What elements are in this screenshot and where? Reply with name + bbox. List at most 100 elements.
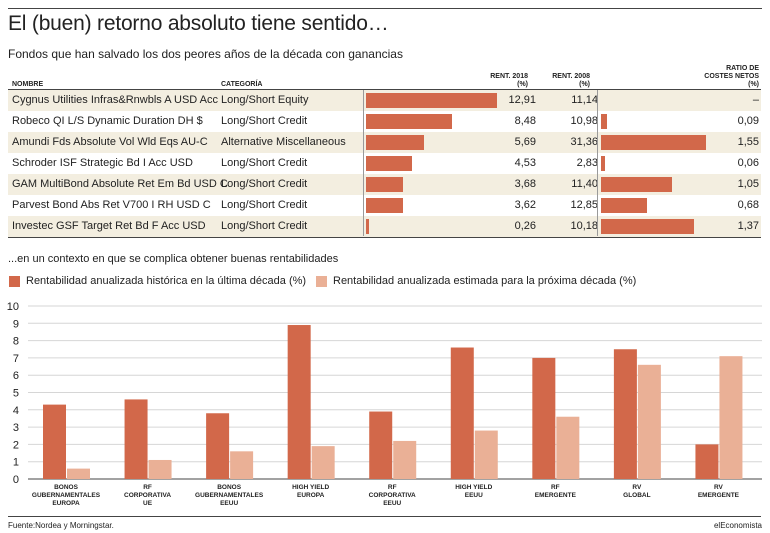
- brand-logo: elEconomista: [713, 521, 762, 530]
- y-tick-label: 3: [13, 422, 19, 434]
- header-rent2008-line1: RENT. 2008: [552, 73, 590, 80]
- ratio-bar: [601, 156, 606, 171]
- bar-estimada: [556, 416, 580, 479]
- ratio-bar: [601, 219, 694, 234]
- y-tick-label: 9: [13, 318, 19, 330]
- rent2018-bar: [366, 177, 404, 192]
- rent2008-value: 11,14: [571, 94, 598, 106]
- header-rent2008: RENT. 2008 (%): [530, 73, 590, 89]
- fund-name: Parvest Bond Abs Ret V700 I RH USD C: [12, 199, 211, 211]
- page-title: El (buen) retorno absoluto tiene sentido…: [8, 12, 389, 35]
- fund-name: Amundi Fds Absolute Vol Wld Eqs AU-C: [12, 136, 208, 148]
- fund-category: Long/Short Credit: [221, 199, 308, 211]
- fund-category: Long/Short Equity: [221, 94, 309, 106]
- ratio-value: 1,55: [737, 136, 759, 148]
- column-divider: [597, 90, 598, 236]
- top-rule: [8, 8, 762, 9]
- rent2008-value: 11,40: [571, 178, 598, 190]
- header-ratio: RATIO DE COSTES NETOS (%): [680, 65, 759, 89]
- ratio-bar: [601, 135, 706, 150]
- x-tick-label: EEUU: [220, 500, 238, 507]
- header-rent2018-line1: RENT. 2018: [490, 73, 528, 80]
- x-tick-label: CORPORATIVA: [124, 492, 171, 499]
- bar-historica: [613, 349, 637, 479]
- x-tick-label: RF: [551, 484, 560, 491]
- header-rent2008-line2: (%): [579, 81, 590, 88]
- y-tick-label: 6: [13, 370, 19, 382]
- bar-historica: [695, 444, 719, 479]
- ratio-value: 1,37: [737, 220, 759, 232]
- x-tick-label: EMERGENTE: [698, 492, 740, 499]
- bar-historica: [450, 347, 474, 479]
- rent2018-value: 5,69: [514, 136, 536, 148]
- y-tick-label: 1: [13, 457, 19, 469]
- x-tick-label: BONOS: [54, 484, 79, 491]
- x-tick-label: EEUU: [383, 500, 401, 507]
- rent2018-value: 8,48: [514, 115, 536, 127]
- rent2018-bar: [366, 93, 497, 108]
- table-row: Schroder ISF Strategic Bd I Acc USD Long/…: [8, 153, 761, 174]
- bar-historica: [206, 413, 230, 479]
- bar-estimada: [311, 446, 335, 479]
- rent2018-value: 4,53: [514, 157, 536, 169]
- y-tick-label: 5: [13, 388, 19, 400]
- rent2018-bar: [366, 219, 369, 234]
- x-tick-label: EMERGENTE: [535, 492, 577, 499]
- column-divider: [363, 90, 364, 236]
- bar-historica: [43, 404, 66, 479]
- y-tick-label: 10: [7, 301, 19, 313]
- x-tick-label: EUROPA: [52, 500, 80, 507]
- rent2018-bar: [366, 156, 412, 171]
- y-tick-label: 2: [13, 439, 19, 451]
- x-tick-label: GUBERNAMENTALES: [195, 492, 264, 499]
- x-tick-label: BONOS: [217, 484, 242, 491]
- fund-name: Robeco QI L/S Dynamic Duration DH $: [12, 115, 203, 127]
- fund-name: Investec GSF Target Ret Bd F Acc USD: [12, 220, 206, 232]
- y-tick-label: 4: [13, 405, 19, 417]
- x-tick-label: UE: [143, 500, 153, 507]
- fund-category: Alternative Miscellaneous: [221, 136, 346, 148]
- fund-name: GAM MultiBond Absolute Ret Em Bd USD C: [12, 178, 228, 190]
- bar-estimada: [474, 430, 498, 479]
- bar-historica: [124, 399, 148, 479]
- fund-category: Long/Short Credit: [221, 178, 308, 190]
- table-row: GAM MultiBond Absolute Ret Em Bd USD C Lo…: [8, 174, 761, 195]
- table-bottom-rule: [8, 237, 761, 238]
- ratio-value: 1,05: [737, 178, 759, 190]
- footer-rule: [8, 516, 761, 517]
- ratio-value: 0,68: [737, 199, 759, 211]
- table-row: Cygnus Utilities Infras&Rnwbls A USD Acc…: [8, 90, 761, 111]
- rent2008-value: 12,85: [570, 199, 598, 211]
- table-row: Investec GSF Target Ret Bd F Acc USD Long…: [8, 216, 761, 237]
- bar-estimada: [637, 364, 661, 479]
- ratio-value: 0,06: [737, 157, 759, 169]
- rent2018-bar: [366, 114, 453, 129]
- header-categoria: CATEGORÍA: [221, 81, 263, 88]
- x-tick-label: EEUU: [465, 492, 483, 499]
- y-tick-label: 7: [13, 353, 19, 365]
- rent2018-value: 3,68: [514, 178, 536, 190]
- table-row: Robeco QI L/S Dynamic Duration DH $ Long/…: [8, 111, 761, 132]
- bar-estimada: [148, 459, 172, 479]
- rent2008-value: 10,18: [570, 220, 598, 232]
- header-rent2018-line2: (%): [517, 81, 528, 88]
- x-tick-label: RV: [632, 484, 642, 491]
- table-header-rule: [8, 89, 761, 90]
- header-rent2018: RENT. 2018 (%): [470, 73, 528, 89]
- rent2018-bar: [366, 135, 424, 150]
- ratio-bar: [601, 114, 608, 129]
- x-tick-label: RF: [143, 484, 152, 491]
- rent2008-value: 2,83: [576, 157, 598, 169]
- ratio-value: –: [752, 94, 759, 106]
- rent2018-value: 12,91: [508, 94, 536, 106]
- bar-historica: [287, 325, 311, 479]
- bar-estimada: [67, 468, 90, 479]
- y-tick-label: 0: [13, 474, 19, 486]
- ratio-value: 0,09: [737, 115, 759, 127]
- x-tick-label: GUBERNAMENTALES: [32, 492, 101, 499]
- y-tick-label: 8: [13, 336, 19, 348]
- ratio-bar: [601, 177, 673, 192]
- x-tick-label: RF: [388, 484, 397, 491]
- x-tick-label: CORPORATIVA: [369, 492, 416, 499]
- bar-historica: [532, 357, 556, 479]
